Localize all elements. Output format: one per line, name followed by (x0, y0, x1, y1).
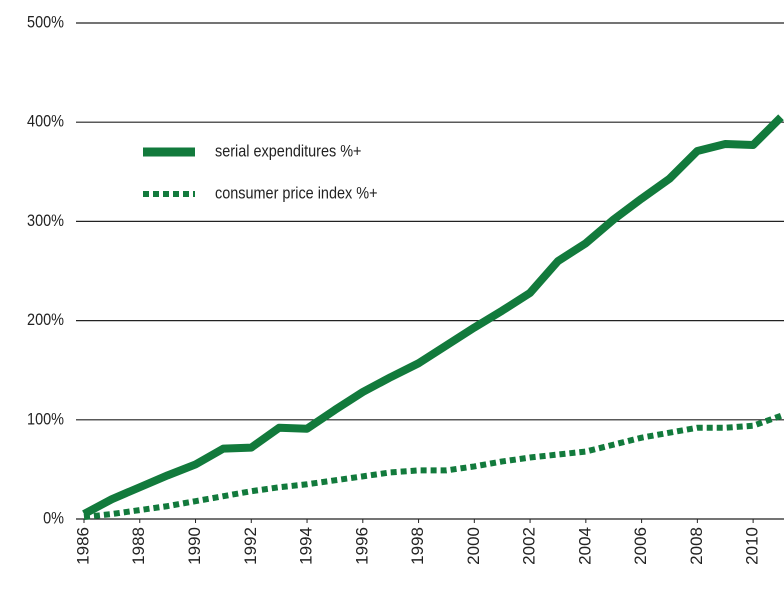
y-tick-label: 300% (27, 212, 64, 230)
x-tick-label: 1990 (185, 527, 204, 565)
x-tick-label: 2002 (520, 527, 539, 565)
x-tick-label: 1992 (241, 527, 260, 565)
y-tick-label: 500% (27, 13, 64, 31)
legend-label: consumer price index %+ (215, 184, 378, 202)
x-tick-label: 2010 (743, 527, 762, 565)
x-tick-label: 1998 (408, 527, 427, 565)
x-tick-label: 1994 (297, 527, 316, 565)
y-tick-label: 100% (27, 410, 64, 428)
series-line (83, 413, 783, 520)
x-tick-label: 2008 (687, 527, 706, 565)
x-tick-label: 1988 (129, 527, 148, 565)
series-line (82, 114, 784, 518)
y-tick-label: 400% (27, 113, 64, 131)
x-tick-label: 2000 (464, 527, 483, 565)
y-tick-label: 0% (43, 509, 64, 527)
x-tick-label: 1996 (352, 527, 371, 565)
x-tick-label: 2004 (575, 527, 594, 565)
x-tick-label: 2006 (631, 527, 650, 565)
legend-label: serial expenditures %+ (215, 142, 361, 160)
y-tick-label: 200% (27, 311, 64, 329)
x-tick-label: 1986 (73, 527, 92, 565)
